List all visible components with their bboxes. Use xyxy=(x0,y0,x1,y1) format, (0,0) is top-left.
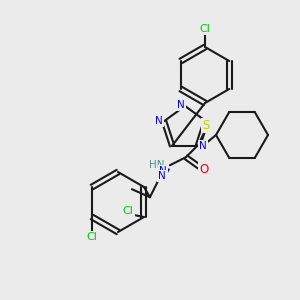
Text: Cl: Cl xyxy=(122,206,134,216)
Text: N: N xyxy=(199,141,207,151)
Text: HN: HN xyxy=(149,160,165,170)
Text: O: O xyxy=(199,163,208,176)
Text: Cl: Cl xyxy=(87,232,98,242)
Text: N: N xyxy=(159,166,167,176)
Text: N: N xyxy=(158,171,166,181)
Text: Cl: Cl xyxy=(200,24,210,34)
Text: N: N xyxy=(177,100,185,110)
Text: S: S xyxy=(202,119,210,132)
Text: N: N xyxy=(155,116,163,126)
